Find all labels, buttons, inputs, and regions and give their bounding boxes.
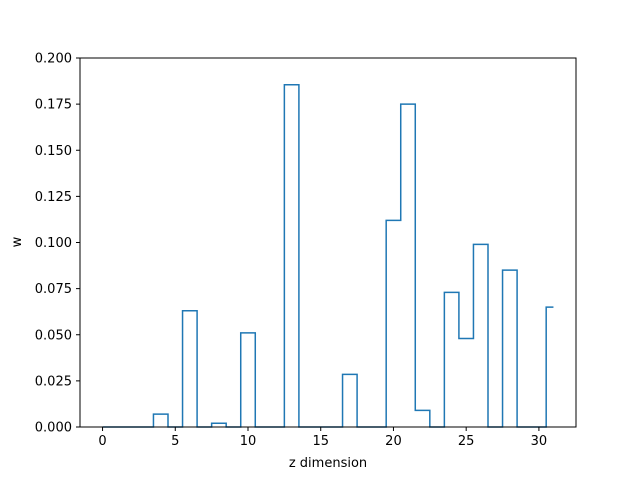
x-tick-label: 10 [240, 434, 257, 449]
x-tick-label: 0 [98, 434, 106, 449]
y-tick-label: 0.075 [35, 282, 72, 297]
y-tick-label: 0.025 [35, 374, 72, 389]
x-tick-label: 25 [458, 434, 475, 449]
y-tick-label: 0.050 [35, 328, 72, 343]
y-axis-ticks: 0.000 0.025 0.050 0.075 0.100 0.125 0.150 0.175… [35, 52, 80, 436]
x-tick-label: 20 [385, 434, 402, 449]
x-axis-label: z dimension [289, 456, 367, 471]
series-line [102, 84, 554, 428]
y-tick-label: 0.100 [35, 236, 72, 251]
x-tick-label: 30 [531, 434, 548, 449]
y-tick-label: 0.000 [35, 421, 72, 436]
y-tick-label: 0.175 [35, 98, 72, 113]
y-tick-label: 0.150 [35, 144, 72, 159]
y-tick-label: 0.200 [35, 52, 72, 67]
y-axis-label: w [10, 236, 25, 247]
x-tick-label: 15 [312, 434, 329, 449]
x-tick-label: 5 [171, 434, 179, 449]
x-axis-ticks: 0 5 10 15 20 25 30 [98, 427, 547, 449]
y-tick-label: 0.125 [35, 190, 72, 205]
